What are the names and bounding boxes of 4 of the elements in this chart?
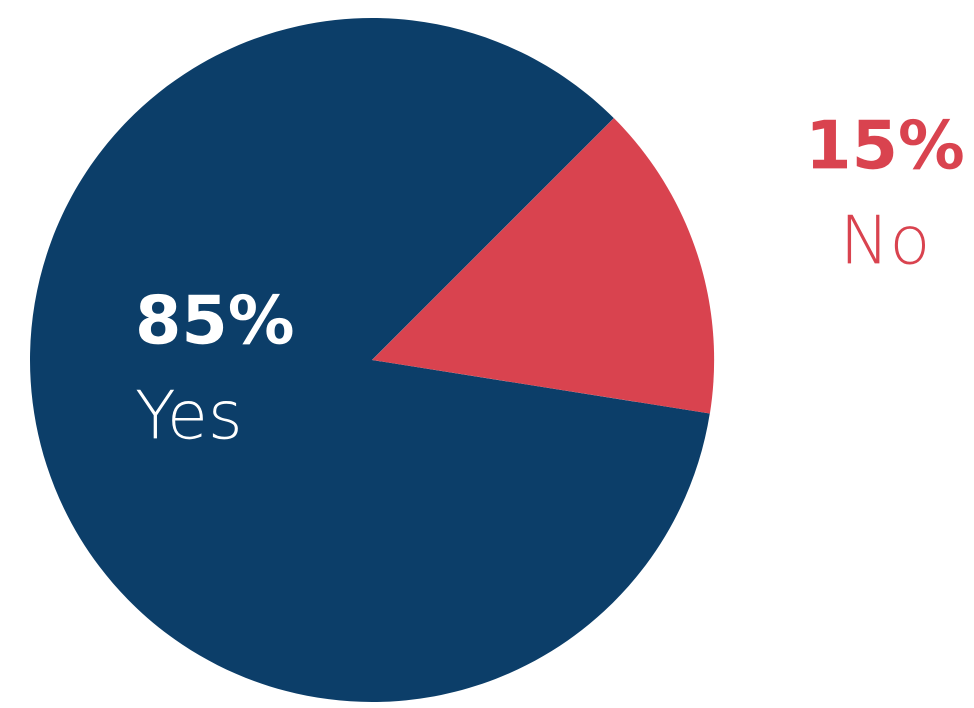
slice-label: Yes [136, 390, 238, 440]
data-label: 85% [139, 294, 292, 344]
slice-label: No [848, 214, 926, 264]
data-label: 15% [812, 118, 963, 170]
